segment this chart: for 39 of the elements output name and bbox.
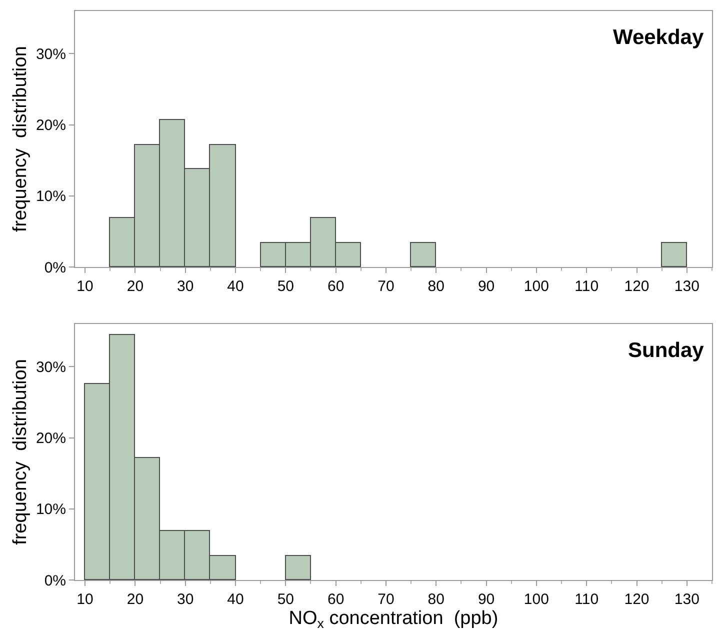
x-tick-label: 30: [177, 278, 194, 296]
x-tick-label: 60: [327, 278, 344, 296]
x-tick-label: 70: [378, 591, 394, 608]
annotation: Sunday: [628, 339, 704, 362]
x-tick-label: 130: [674, 278, 700, 296]
x-tick-label: 10: [76, 591, 94, 608]
y-tick-label: 30%: [36, 46, 66, 63]
x-tick-label: 40: [227, 278, 244, 296]
x-tick-label: 20: [126, 591, 144, 608]
x-tick-label: 10: [76, 278, 94, 296]
annotation: Weekday: [613, 26, 704, 49]
y-tick-label: 10%: [36, 501, 66, 518]
x-tick-label: 30: [177, 591, 194, 608]
x-tick-label: 50: [277, 591, 294, 608]
x-tick-label: 110: [574, 591, 599, 608]
y-tick-label: 20%: [36, 430, 66, 447]
y-tick-label: 0%: [44, 572, 66, 590]
x-tick-label: 100: [524, 591, 549, 608]
y-tick-label: 30%: [36, 358, 66, 376]
x-tick-label: 60: [327, 591, 344, 608]
y-axis-title: frequency distribution: [10, 359, 31, 545]
x-tick-label: 90: [478, 278, 495, 296]
x-tick-label: 130: [674, 591, 700, 608]
x-tick-label: 120: [624, 591, 650, 608]
x-tick-label: 120: [624, 278, 650, 296]
x-tick-label: 80: [428, 591, 444, 608]
y-tick-label: 10%: [36, 188, 66, 206]
x-tick-label: 80: [428, 278, 444, 296]
x-tick-label: 50: [277, 278, 294, 296]
x-tick-label: 70: [378, 278, 394, 296]
y-tick-label: 0%: [44, 259, 66, 276]
x-tick-label: 90: [478, 591, 495, 608]
x-tick-label: 40: [227, 591, 244, 608]
y-axis-title: frequency distribution: [10, 46, 31, 232]
x-tick-label: 20: [126, 278, 144, 296]
x-tick-label: 110: [574, 278, 599, 296]
x-axis-title: NO$_{x}$ concentration (ppb): [288, 608, 498, 631]
y-tick-label: 20%: [36, 117, 66, 134]
x-tick-label: 100: [524, 278, 549, 296]
